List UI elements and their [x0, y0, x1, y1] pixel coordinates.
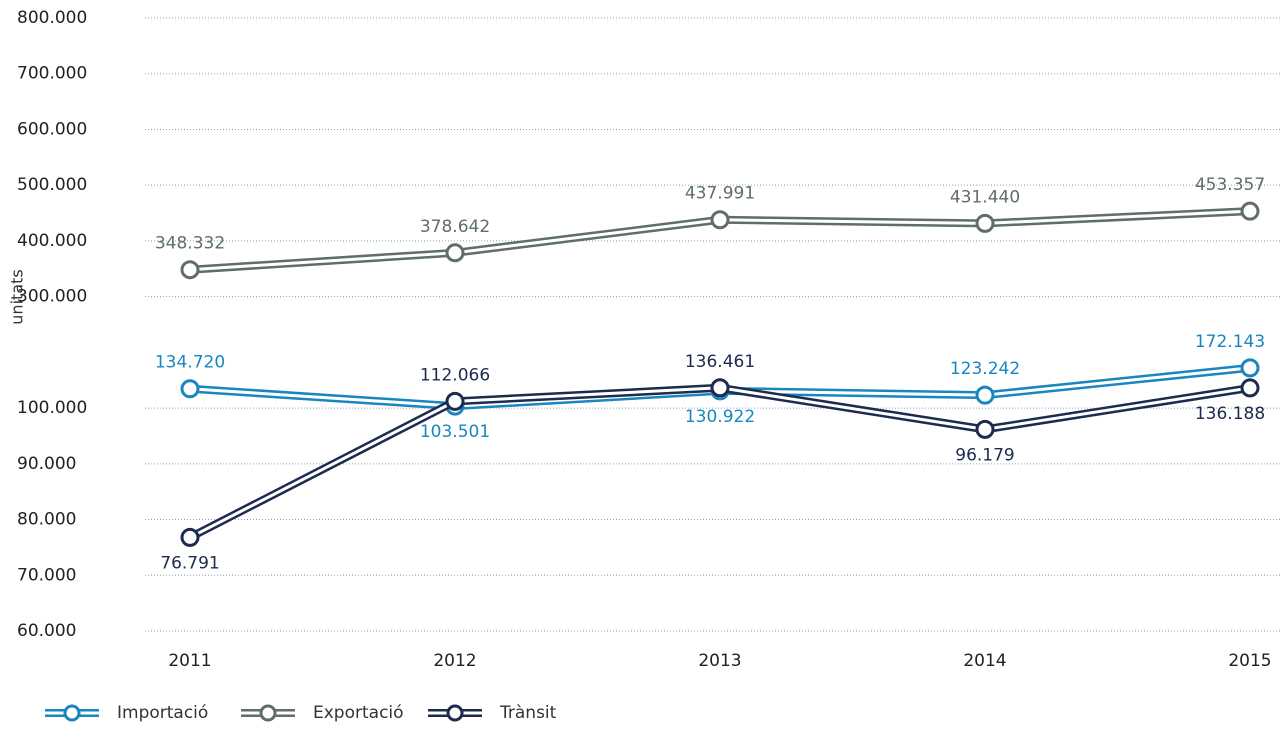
y-tick-label: 300.000 — [17, 287, 87, 307]
x-tick-label: 2013 — [698, 651, 741, 671]
y-tick-label: 60.000 — [17, 621, 76, 641]
x-tick-label: 2014 — [963, 651, 1006, 671]
y-tick-label: 70.000 — [17, 565, 76, 585]
marker — [710, 210, 730, 230]
data-label: 136.461 — [685, 352, 755, 372]
marker — [710, 378, 730, 398]
marker — [1240, 378, 1260, 398]
marker — [180, 527, 200, 547]
marker — [180, 260, 200, 280]
y-tick-label: 600.000 — [17, 119, 87, 139]
x-tick-label: 2012 — [433, 651, 476, 671]
y-tick-label: 400.000 — [17, 231, 87, 251]
data-label: 76.791 — [160, 553, 219, 573]
marker — [445, 391, 465, 411]
y-axis-title: unitats — [8, 269, 27, 324]
data-label: 130.922 — [685, 407, 755, 427]
legend-marker — [63, 704, 81, 722]
y-tick-label: 800.000 — [17, 8, 87, 28]
marker — [975, 419, 995, 439]
data-label: 112.066 — [420, 365, 490, 385]
y-tick-label: 700.000 — [17, 64, 87, 84]
data-label: 172.143 — [1195, 332, 1265, 352]
data-label: 453.357 — [1195, 175, 1265, 195]
data-label: 123.242 — [950, 359, 1020, 379]
data-label: 348.332 — [155, 234, 225, 254]
marker — [1240, 358, 1260, 378]
data-label: 437.991 — [685, 184, 755, 204]
x-tick-label: 2015 — [1228, 651, 1271, 671]
y-tick-label: 80.000 — [17, 510, 76, 530]
data-label: 431.440 — [950, 187, 1020, 207]
y-tick-label: 90.000 — [17, 454, 76, 474]
marker — [445, 243, 465, 263]
legend-marker — [446, 704, 464, 722]
marker — [180, 379, 200, 399]
legend-marker — [259, 704, 277, 722]
data-label: 136.188 — [1195, 404, 1265, 424]
marker — [975, 213, 995, 233]
marker — [1240, 201, 1260, 221]
y-tick-label: 100.000 — [17, 398, 87, 418]
y-tick-label: 500.000 — [17, 175, 87, 195]
data-label: 378.642 — [420, 217, 490, 237]
data-label: 96.179 — [955, 445, 1014, 465]
data-label: 134.720 — [155, 353, 225, 373]
legend-label: Importació — [117, 703, 208, 723]
marker — [975, 385, 995, 405]
legend-label: Exportació — [313, 703, 404, 723]
x-tick-label: 2011 — [168, 651, 211, 671]
legend-label: Trànsit — [499, 703, 557, 723]
data-label: 103.501 — [420, 422, 490, 442]
